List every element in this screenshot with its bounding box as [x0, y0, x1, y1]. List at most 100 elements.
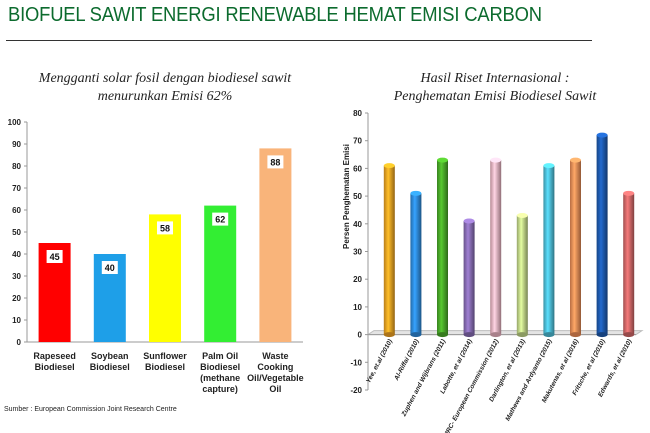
chart2-bar-top — [383, 163, 395, 169]
chart2-y-tick-label: 20 — [353, 275, 362, 284]
chart1-x-tick-label: Sunflower Biodiesel — [133, 351, 197, 373]
chart1-x-tick-label-line: (methane — [200, 373, 241, 383]
chart1-x-tick-label: Palm Oil Biodiesel (methane capture) — [188, 351, 252, 395]
chart2: -20 -10 0 10 20 30 40 50 60 70 80 Persen Penghemata… — [342, 109, 644, 433]
chart1-x-tick-label-line: capture) — [202, 384, 238, 394]
chart2-bar-top — [410, 190, 422, 196]
chart2-y-tick-label: 30 — [353, 248, 362, 257]
chart2-bar-base — [623, 332, 635, 338]
chart1-x-tick-label-line: Biodiesel — [34, 362, 75, 372]
title-divider — [6, 40, 592, 41]
chart1-x-tick-label: Rapeseed Biodiesel — [23, 351, 87, 373]
chart2-title-line1: Hasil Riset Internasional : — [420, 71, 570, 86]
chart1-data-label-box — [101, 261, 118, 274]
chart2-y-axis-label: Persen Penghematan Emisi — [342, 144, 351, 249]
chart2-bar-base — [543, 332, 555, 338]
chart1-title-line2: menurunkan Emisi 62% — [97, 89, 233, 104]
chart1-title: Mengganti solar fosil dengan biodiesel s… — [10, 70, 320, 106]
chart2-x-tick-label: JRC- European Commission (2012) — [443, 338, 500, 433]
chart1-data-label: 88 — [270, 157, 280, 167]
source-note: Sumber : European Commission Joint Resea… — [4, 406, 177, 413]
chart2-bar — [623, 193, 635, 335]
chart2-bar-base — [596, 332, 608, 338]
chart1-y-tick-label: 60 — [12, 206, 21, 215]
chart2-bar-top — [623, 190, 635, 196]
chart2-bar-base — [463, 332, 475, 338]
chart1-y-tick-label: 30 — [12, 272, 21, 281]
chart2-y-tick-label: -20 — [350, 386, 362, 395]
chart2-bar-base — [490, 332, 502, 338]
page-title: BIOFUEL SAWIT ENERGI RENEWABLE HEMAT EMI… — [8, 4, 542, 26]
chart1-x-tick-label-line: Soybean — [91, 351, 129, 361]
chart2-bar — [410, 193, 422, 335]
chart1-data-label-box — [46, 250, 63, 263]
chart1-title-line1: Mengganti solar fosil dengan biodiesel s… — [38, 71, 292, 86]
chart2-bar-top — [516, 212, 528, 218]
chart1-x-tick-label-line: Sunflower — [143, 351, 187, 361]
chart1-x-tick-label: Waste Cooking Oil/Vegetable Oil — [243, 351, 307, 395]
chart1-x-tick-label-line: Rapeseed — [33, 351, 76, 361]
chart1-x-tick-label-line: Biodiesel — [200, 362, 241, 372]
chart2-bar-top — [596, 132, 608, 138]
chart2-y-tick-label: 10 — [353, 303, 362, 312]
chart1-y-tick-label: 90 — [12, 140, 21, 149]
chart1-data-label-box — [157, 221, 173, 235]
chart1-x-tick-label-line: Oil/Vegetable — [247, 373, 304, 383]
chart1-data-label-box — [212, 212, 229, 226]
chart2-x-tick-label: Al-Riffai (2010) — [393, 338, 421, 382]
chart1-x-tick-label-line: Waste Cooking — [257, 351, 294, 372]
chart1-data-label: 58 — [160, 223, 170, 233]
chart2-bar — [596, 135, 608, 335]
chart1-x-tick-label-line: Oil — [269, 384, 282, 394]
chart2-bar — [543, 165, 555, 335]
chart1-y-tick-label: 10 — [12, 316, 21, 325]
chart2-bar-top — [463, 218, 475, 224]
chart2-y-tick-label: 40 — [353, 220, 362, 229]
chart2-bar-base — [410, 332, 422, 338]
chart2-x-tick-label: Mathews and Ardyanto (2015) — [505, 338, 554, 422]
chart2-y-tick-label: 50 — [353, 192, 362, 201]
chart2-bar-base — [570, 332, 581, 338]
chart2-title-line2: Penghematan Emisi Biodiesel Sawit — [393, 89, 597, 104]
chart2-bar — [490, 160, 502, 335]
chart2-y-tick-label: 70 — [353, 137, 362, 146]
chart1-y-tick-label: 70 — [12, 184, 21, 193]
chart2-bar-top — [437, 157, 448, 163]
chart1-y-tick-label: 80 — [12, 162, 21, 171]
chart2-bar-base — [516, 332, 528, 338]
chart2-bar-top — [490, 157, 502, 163]
chart2-title: Hasil Riset Internasional : Penghematan … — [340, 70, 650, 106]
chart1-bar — [204, 205, 237, 342]
chart1-y-tick-label: 50 — [12, 228, 21, 237]
chart2-bar-top — [570, 157, 581, 163]
chart1-data-label: 62 — [215, 215, 225, 225]
chart1-x-tick-label-line: Palm Oil — [202, 351, 239, 361]
chart2-bar-top — [543, 163, 555, 169]
chart1-data-label: 45 — [50, 252, 60, 262]
chart2-y-tick-label: 0 — [358, 331, 363, 340]
chart2-bar-base — [383, 332, 395, 338]
chart2-y-tick-label: -10 — [350, 358, 362, 367]
chart1-data-label: 40 — [105, 263, 115, 273]
chart2-x-tick-label: Yee, et.al (2010) — [365, 338, 394, 384]
chart1-y-tick-label: 20 — [12, 294, 21, 303]
chart1-data-label-box — [267, 155, 284, 169]
chart1-y-tick-label: 100 — [8, 118, 22, 127]
chart2-bar-base — [437, 332, 448, 338]
chart1-y-tick-label: 0 — [17, 338, 22, 347]
chart1-x-tick-label: Soybean Biodiesel — [78, 351, 142, 373]
chart2-y-tick-label: 60 — [353, 164, 362, 173]
chart1-y-tick-label: 40 — [12, 250, 21, 259]
chart2-bar — [570, 160, 581, 335]
chart1: 0 10 20 30 40 50 60 70 80 90 100 45 40 58 62 88 — [8, 118, 303, 347]
chart1-bar — [259, 148, 292, 342]
chart2-bar — [463, 221, 475, 335]
chart1-x-tick-label-line: Biodiesel — [89, 362, 130, 372]
chart1-bar — [149, 214, 181, 342]
chart2-bar — [516, 215, 528, 335]
chart2-bar — [437, 160, 448, 335]
chart2-y-tick-label: 80 — [353, 109, 362, 118]
chart1-x-tick-label-line: Biodiesel — [144, 362, 185, 372]
chart2-bar — [383, 165, 395, 335]
